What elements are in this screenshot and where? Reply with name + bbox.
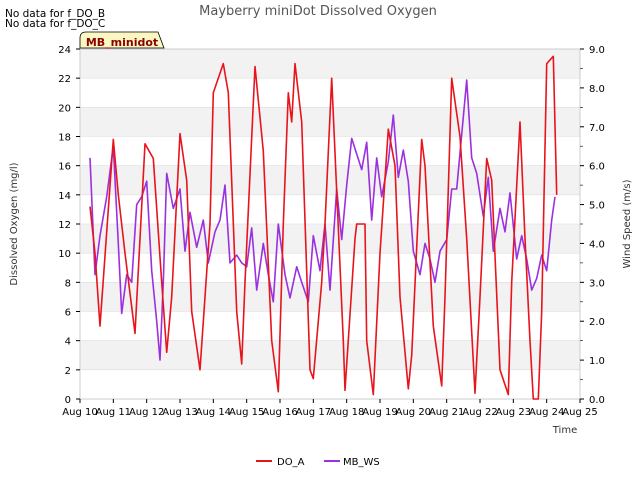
grid-band <box>80 253 580 283</box>
right-tick-label: 3.0 <box>589 278 605 289</box>
x-tick-label: Aug 21 <box>429 407 464 418</box>
x-tick-label: Aug 19 <box>362 407 397 418</box>
left-tick-label: 10 <box>58 249 71 260</box>
right-tick-label: 8.0 <box>589 84 605 95</box>
grid-band <box>80 136 580 166</box>
left-tick-label: 22 <box>58 74 71 85</box>
right-tick-label: 4.0 <box>589 239 605 250</box>
x-tick-label: Aug 23 <box>496 407 531 418</box>
legend: DO_A MB_WS <box>256 457 380 468</box>
x-tick-label: Aug 12 <box>129 407 164 418</box>
chart-title: Mayberry miniDot Dissolved Oxygen <box>199 4 437 19</box>
grid-band <box>80 311 580 341</box>
x-tick-label: Aug 22 <box>462 407 497 418</box>
left-tick-label: 24 <box>58 45 71 56</box>
grid-band <box>80 194 580 224</box>
x-tick-label: Aug 10 <box>62 407 97 418</box>
series-line-do-a <box>89 55 558 400</box>
right-tick-label: 9.0 <box>589 45 605 56</box>
right-axis-label: Wind Speed (m/s) <box>622 179 633 268</box>
grid-band <box>80 165 580 195</box>
left-tick-label: 8 <box>65 278 71 289</box>
right-tick-label: 6.0 <box>589 162 605 173</box>
x-tick-label: Aug 20 <box>396 407 431 418</box>
right-tick-label: 0.0 <box>589 395 605 406</box>
left-tick-label: 16 <box>58 162 71 173</box>
right-tick-label: 2.0 <box>589 317 605 328</box>
left-tick-label: 6 <box>65 308 71 319</box>
no-data-note-c: No data for f_DO_C <box>5 18 106 30</box>
left-tick-label: 2 <box>65 366 71 377</box>
grid-band <box>80 369 580 399</box>
site-badge-label: MB_minidot <box>86 36 158 49</box>
series-layer <box>89 55 558 400</box>
site-badge: MB_minidot <box>79 31 165 49</box>
right-tick-label: 7.0 <box>589 123 605 134</box>
right-tick-label: 1.0 <box>589 356 605 367</box>
left-tick-label: 14 <box>58 191 71 202</box>
grid-band <box>80 340 580 370</box>
left-tick-label: 0 <box>65 395 71 406</box>
left-tick-label: 18 <box>58 133 71 144</box>
x-tick-label: Aug 15 <box>229 407 264 418</box>
x-tick-label: Aug 14 <box>196 407 231 418</box>
left-tick-label: 4 <box>65 337 71 348</box>
right-tick-label: 5.0 <box>589 201 605 212</box>
no-data-note-b: No data for f_DO_B <box>5 8 106 20</box>
left-tick-label: 20 <box>58 103 71 114</box>
legend-label-mb-ws: MB_WS <box>343 457 380 468</box>
x-tick-label: Aug 17 <box>296 407 331 418</box>
legend-label-do-a: DO_A <box>277 457 305 468</box>
x-tick-label: Aug 16 <box>262 407 297 418</box>
grid-band <box>80 49 580 79</box>
left-axis-label: Dissolved Oxygen (mg/l) <box>9 162 20 285</box>
x-tick-label: Aug 13 <box>162 407 197 418</box>
x-tick-label: Aug 11 <box>96 407 131 418</box>
x-tick-label: Aug 24 <box>529 407 564 418</box>
x-tick-label: Aug 25 <box>562 407 597 418</box>
x-tick-label: Aug 18 <box>329 407 364 418</box>
x-axis-label: Time <box>552 425 577 436</box>
axes: 0246810121416182022240.01.02.03.04.05.06… <box>58 45 605 418</box>
left-tick-label: 12 <box>58 220 71 231</box>
